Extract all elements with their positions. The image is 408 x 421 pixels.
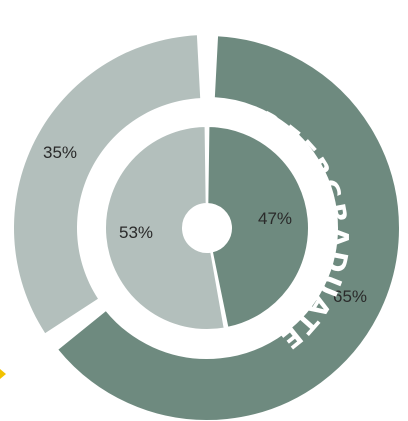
center-hole bbox=[183, 204, 231, 252]
outer-slice-2 bbox=[55, 34, 401, 421]
outer-ring bbox=[14, 34, 401, 421]
outer-slice-label-1: 35% bbox=[43, 143, 77, 162]
inner-ring bbox=[104, 124, 310, 331]
inner-slice-2 bbox=[206, 124, 310, 330]
arrow-marker bbox=[0, 369, 6, 379]
inner-slice-label-2: 47% bbox=[258, 209, 292, 228]
percentage-labels: 35% 65% 53% 47% bbox=[43, 143, 367, 306]
outer-slice-label-2: 65% bbox=[333, 287, 367, 306]
outer-slice-1 bbox=[14, 35, 201, 334]
inner-slice-label-1: 53% bbox=[119, 223, 153, 242]
